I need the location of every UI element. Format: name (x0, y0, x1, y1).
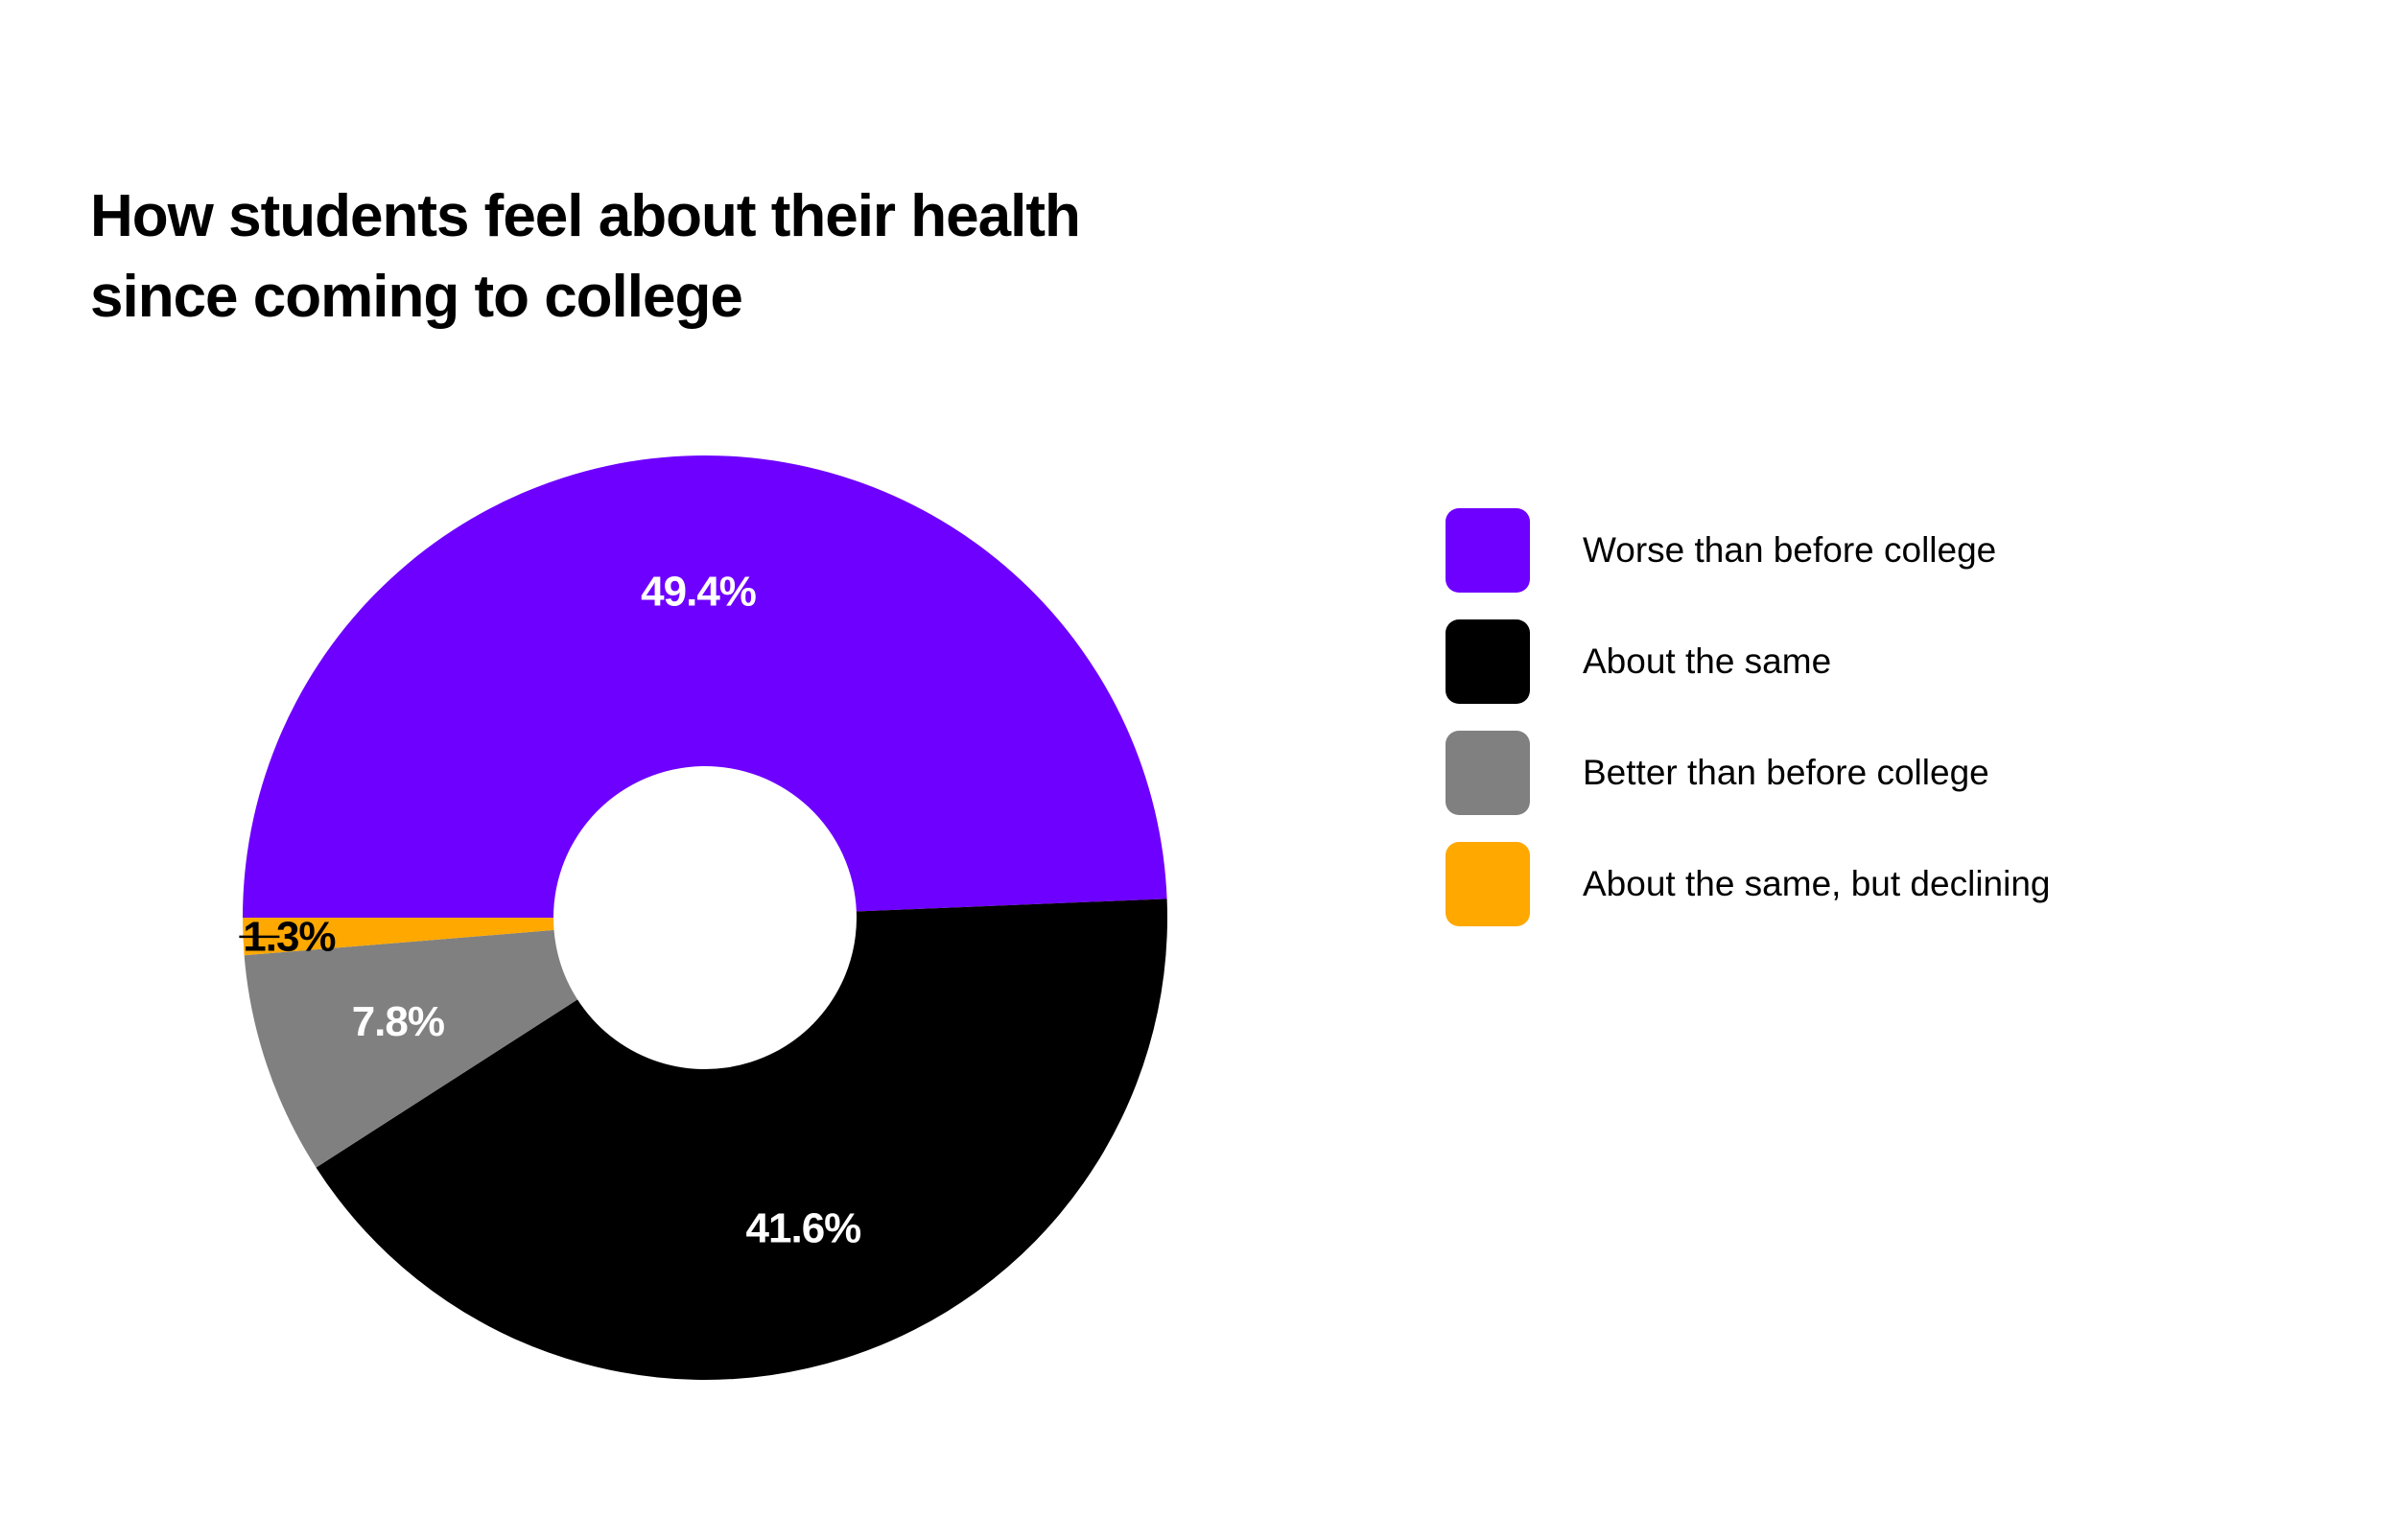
slice-label-2: 41.6% (746, 1205, 861, 1252)
legend-item: Worse than before college (1446, 508, 2051, 593)
chart-title: How students feel about their health sin… (90, 176, 1337, 338)
slice-about-the-same (316, 898, 1167, 1380)
chart-legend: Worse than before college About the same B… (1446, 508, 2051, 953)
slice-label-1: 49.4% (641, 569, 756, 616)
legend-label: About the same (1583, 642, 1832, 681)
slice-labels: 49.4% 41.6% 7.8% 1.3% (239, 569, 861, 1252)
slice-about-the-same-but-declining (243, 918, 554, 956)
slice-better-than-before-college (244, 929, 578, 1168)
legend-swatch (1446, 619, 1530, 704)
legend-label: Better than before college (1583, 753, 1989, 792)
chart-title-line-2: since coming to college (90, 263, 743, 330)
legend-label: Worse than before college (1583, 530, 1997, 570)
legend-label: About the same, but declining (1583, 864, 2051, 903)
legend-swatch (1446, 842, 1530, 926)
slice-label-3: 7.8% (352, 998, 444, 1045)
legend-swatch (1446, 508, 1530, 593)
legend-item: Better than before college (1446, 731, 2051, 815)
legend-item: About the same, but declining (1446, 842, 2051, 926)
legend-swatch (1446, 731, 1530, 815)
slice-label-4: 1.3% (243, 913, 335, 960)
slice-worse-than-before-college (243, 455, 1167, 918)
donut-slices (243, 455, 1167, 1380)
legend-item: About the same (1446, 619, 2051, 704)
chart-title-line-1: How students feel about their health (90, 182, 1081, 249)
